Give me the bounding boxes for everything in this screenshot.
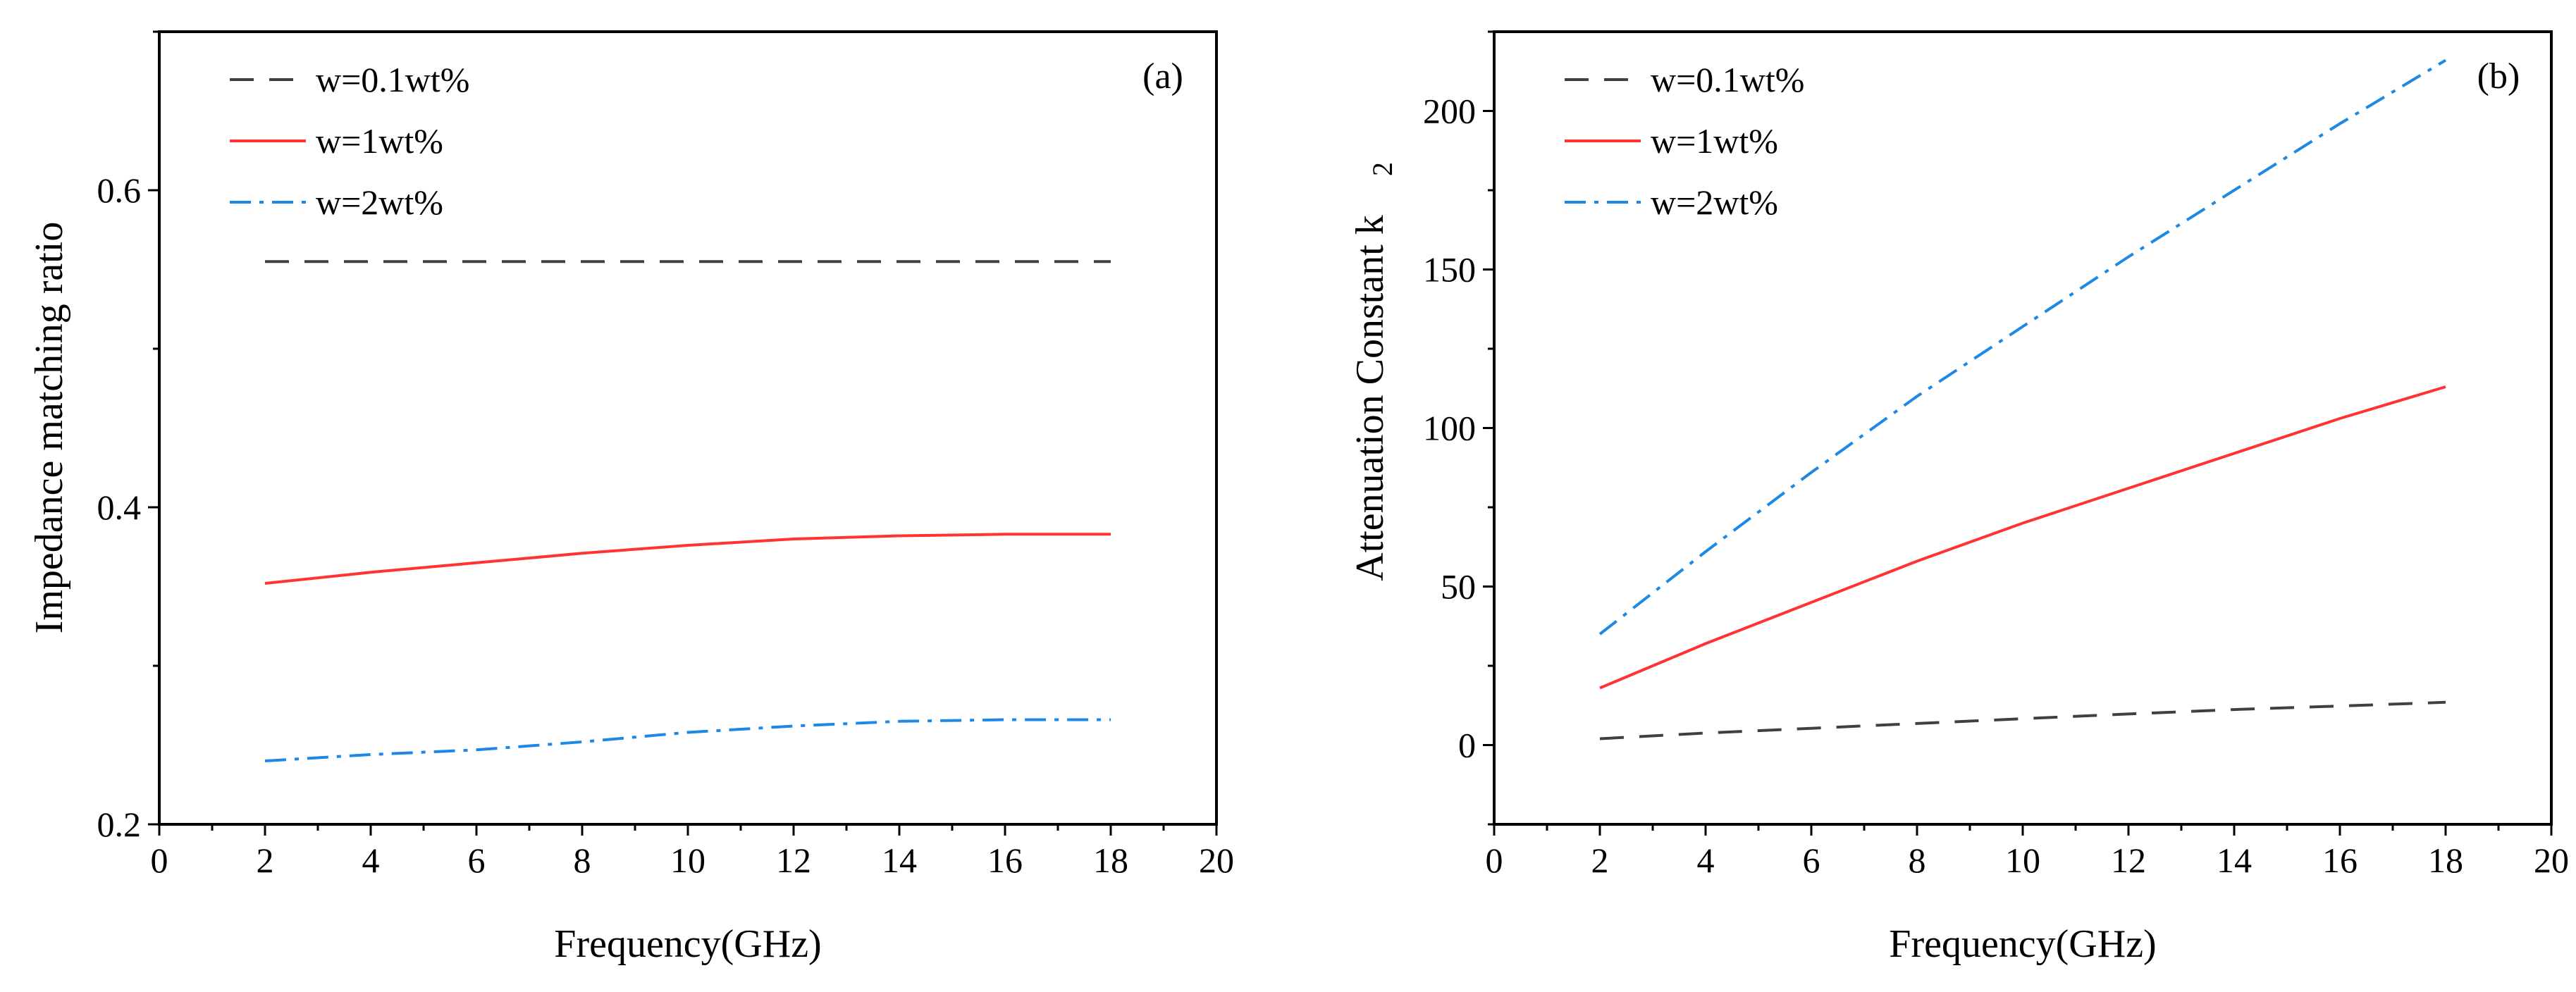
y-axis-label-subscript: 2 <box>1367 162 1398 176</box>
series-group <box>1598 58 2447 740</box>
series-group <box>264 260 1111 762</box>
x-axis-label: Frequency(GHz) <box>1889 922 2156 966</box>
series-line-2 <box>264 533 1111 585</box>
y-tick-label: 100 <box>1423 409 1476 448</box>
x-tick-label: 20 <box>1199 841 1234 880</box>
x-tick-label: 6 <box>468 841 486 880</box>
y-axis-label: Attenuation Constant k <box>1348 215 1392 581</box>
legend: w=0.1wt% w=1wt% w=2wt% <box>230 60 469 222</box>
x-tick-label: 14 <box>882 841 917 880</box>
panel-a: 0 2 4 6 8 10 12 14 16 18 20 0.2 0.4 0.6 w=0.1wt% w=1wt… <box>27 30 1234 966</box>
x-tick-label: 10 <box>2005 841 2040 880</box>
x-tick-label: 2 <box>257 841 274 880</box>
y-tick-label: 0 <box>1458 726 1476 765</box>
y-tick-label: 150 <box>1423 250 1476 290</box>
y-axis-label: Impedance matching ratio <box>27 222 71 634</box>
tick-group: 0 2 4 6 8 10 12 14 16 18 20 0.2 0.4 0.6 <box>97 30 1234 880</box>
legend-label: w=0.1wt% <box>316 60 469 99</box>
legend-label: w=2wt% <box>1651 182 1778 222</box>
x-tick-label: 0 <box>151 841 168 880</box>
y-tick-label: 0.2 <box>97 805 142 844</box>
legend-label: w=0.1wt% <box>1651 60 1804 99</box>
legend-label: w=1wt% <box>1651 121 1778 161</box>
y-tick-label: 50 <box>1441 567 1476 607</box>
x-tick-label: 8 <box>574 841 591 880</box>
series-line-3 <box>1598 58 2447 636</box>
x-tick-label: 8 <box>1909 841 1926 880</box>
x-tick-label: 12 <box>2111 841 2146 880</box>
x-tick-label: 18 <box>2428 841 2463 880</box>
series-line-1 <box>1599 700 2446 740</box>
x-tick-label: 6 <box>1803 841 1820 880</box>
legend-label: w=1wt% <box>316 121 443 161</box>
x-tick-label: 4 <box>1697 841 1715 880</box>
y-tick-label: 0.6 <box>97 170 142 210</box>
legend-label: w=2wt% <box>316 182 443 222</box>
panel-label: (b) <box>2477 56 2520 97</box>
x-tick-label: 16 <box>987 841 1023 880</box>
series-line-2 <box>1599 385 2446 690</box>
panel-label: (a) <box>1142 56 1183 97</box>
y-tick-label: 0.4 <box>97 488 142 527</box>
y-tick-label: 200 <box>1423 92 1476 131</box>
x-axis-label: Frequency(GHz) <box>554 922 821 966</box>
x-tick-label: 20 <box>2534 841 2569 880</box>
legend: w=0.1wt% w=1wt% w=2wt% <box>1565 60 1804 222</box>
x-tick-label: 14 <box>2217 841 2252 880</box>
series-line-3 <box>264 718 1111 762</box>
x-tick-label: 18 <box>1093 841 1128 880</box>
x-tick-label: 4 <box>362 841 380 880</box>
x-tick-label: 16 <box>2322 841 2358 880</box>
x-tick-label: 0 <box>1486 841 1503 880</box>
x-tick-label: 12 <box>776 841 811 880</box>
x-tick-label: 10 <box>670 841 705 880</box>
x-tick-label: 2 <box>1591 841 1609 880</box>
